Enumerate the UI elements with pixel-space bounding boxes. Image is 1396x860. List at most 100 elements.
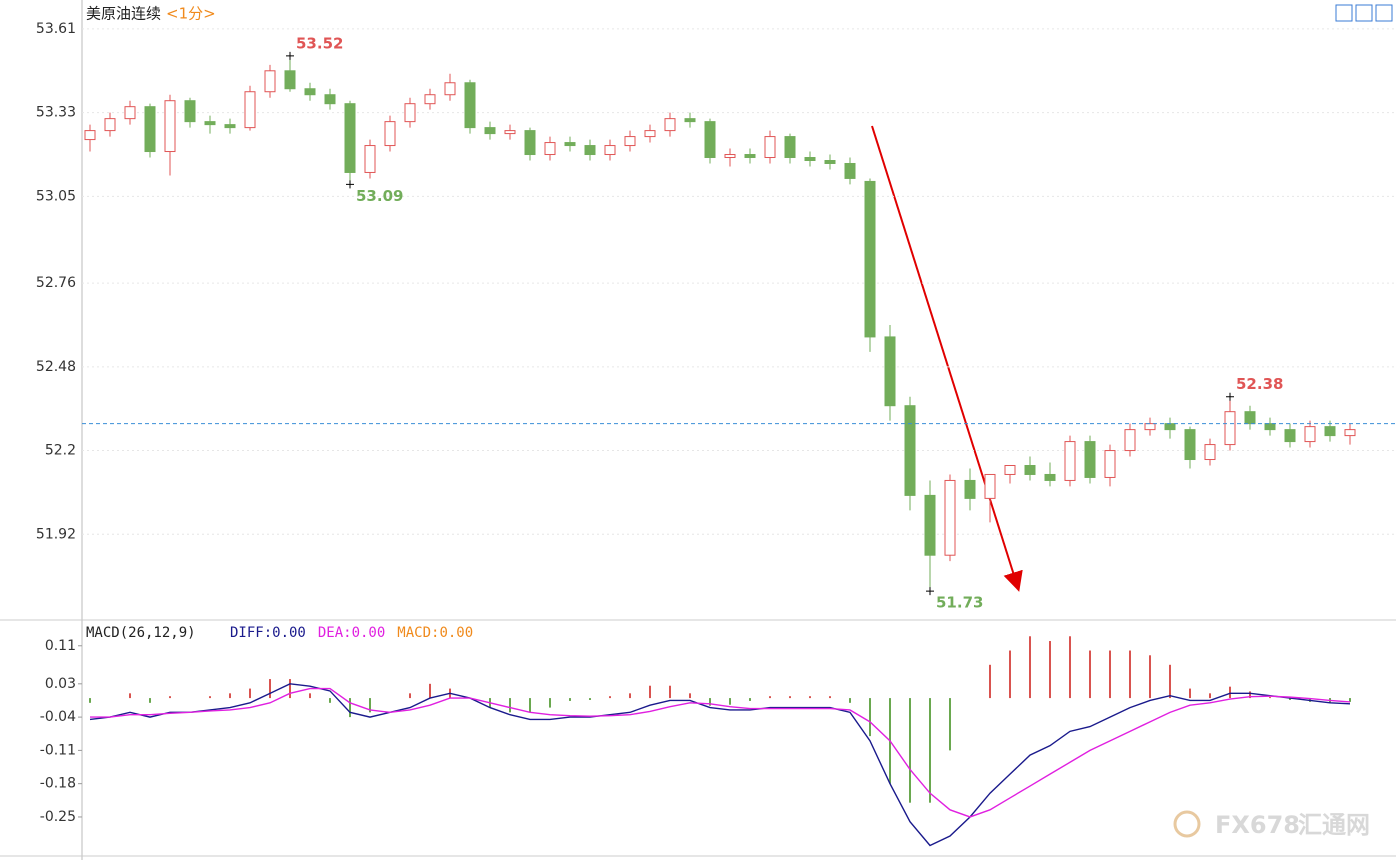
candle-body xyxy=(1144,423,1156,431)
candle-body xyxy=(1284,429,1296,443)
candle-body xyxy=(564,142,576,147)
y-tick-label: 0.03 xyxy=(45,676,76,692)
y-tick-label: -0.25 xyxy=(40,809,76,825)
extreme-label: 53.09 xyxy=(356,187,403,205)
candle-body xyxy=(904,405,916,496)
candle-body xyxy=(784,136,796,159)
y-tick-label: 51.92 xyxy=(36,526,76,542)
candle-body xyxy=(1204,444,1216,461)
candle-body xyxy=(624,136,636,147)
trend-arrow xyxy=(871,125,1023,592)
y-tick-label: 52.76 xyxy=(36,275,76,291)
macd-title: MACD(26,12,9) xyxy=(86,625,196,641)
candle-body xyxy=(324,94,336,105)
candle-body xyxy=(364,145,376,173)
extreme-label: 53.52 xyxy=(296,34,343,52)
toolbar[interactable] xyxy=(1335,4,1393,22)
candle-body xyxy=(864,180,876,338)
macd-line xyxy=(89,683,1351,847)
candle-body xyxy=(1104,450,1116,478)
y-tick-label: 53.61 xyxy=(36,21,76,37)
y-tick-label: -0.18 xyxy=(40,776,76,792)
candle-body xyxy=(964,479,976,499)
candle-body xyxy=(84,130,96,141)
candle-body xyxy=(544,142,556,156)
candle-body xyxy=(184,100,196,123)
legend-entry: MACD:0.00 xyxy=(397,625,473,641)
candle-body xyxy=(244,91,256,129)
candle-body xyxy=(484,127,496,135)
candle-body xyxy=(144,106,156,153)
watermark: FX678 xyxy=(1215,811,1300,839)
macd-line xyxy=(90,687,1351,818)
candle-body xyxy=(984,473,996,499)
candle-body xyxy=(704,121,716,159)
candle-body xyxy=(1304,426,1316,443)
candle-body xyxy=(604,145,616,156)
y-tick-label: 52.2 xyxy=(45,443,76,459)
candle-body xyxy=(264,70,276,93)
candle-body xyxy=(104,118,116,132)
extreme-marker xyxy=(286,51,294,60)
candle-body xyxy=(844,162,856,179)
legend-entry: DIFF:0.00 xyxy=(230,625,306,641)
candle-body xyxy=(644,130,656,138)
candle-body xyxy=(1024,465,1036,475)
extreme-marker xyxy=(1226,392,1234,401)
y-tick-label: -0.04 xyxy=(40,709,76,725)
candle-body xyxy=(204,121,216,126)
legend-entry: DEA:0.00 xyxy=(318,625,385,641)
candle-body xyxy=(1244,411,1256,425)
candle-body xyxy=(1044,473,1056,481)
candle-body xyxy=(344,103,356,173)
candle-body xyxy=(764,136,776,159)
candle-body xyxy=(504,130,516,135)
extreme-marker xyxy=(926,587,934,596)
candle-body xyxy=(304,88,316,96)
candle-body xyxy=(944,479,956,556)
candle-body xyxy=(1264,423,1276,431)
candle-body xyxy=(224,124,236,129)
extreme-marker xyxy=(346,180,354,189)
candle-body xyxy=(384,121,396,147)
candle-body xyxy=(284,70,296,90)
candle-body xyxy=(444,82,456,96)
candle-body xyxy=(404,103,416,123)
candle-body xyxy=(1084,441,1096,478)
extreme-label: 52.38 xyxy=(1236,375,1283,393)
candle-body xyxy=(1124,429,1136,452)
candle-body xyxy=(804,157,816,162)
extreme-label: 51.73 xyxy=(936,594,983,612)
candle-body xyxy=(664,118,676,132)
candle-body xyxy=(1344,429,1356,437)
y-tick-label: 53.05 xyxy=(36,188,76,204)
candle-body xyxy=(1164,423,1176,431)
tool-button[interactable] xyxy=(1375,4,1393,22)
watermark-cn: 汇通网 xyxy=(1298,811,1370,839)
candle-body xyxy=(884,336,896,407)
candle-body xyxy=(464,82,476,129)
candle-body xyxy=(1324,426,1336,437)
y-tick-label: -0.11 xyxy=(40,742,76,758)
chart-subtitle: <1分> xyxy=(166,5,216,23)
candle-body xyxy=(584,145,596,156)
candle-body xyxy=(1004,465,1016,475)
y-tick-label: 52.48 xyxy=(36,359,76,375)
chart-title: 美原油连续 xyxy=(86,5,161,23)
candle-body xyxy=(924,494,936,556)
candle-body xyxy=(1184,429,1196,461)
candle-body xyxy=(164,100,176,153)
candle-body xyxy=(524,130,536,156)
candle-body xyxy=(744,154,756,159)
candle-body xyxy=(824,160,836,164)
candle-body xyxy=(724,154,736,159)
y-tick-label: 0.11 xyxy=(45,638,76,654)
candle-body xyxy=(1064,441,1076,481)
candle-body xyxy=(424,94,436,105)
candle-body xyxy=(1224,411,1236,446)
tool-button[interactable] xyxy=(1335,4,1353,22)
y-tick-label: 53.33 xyxy=(36,105,76,121)
tool-button[interactable] xyxy=(1355,4,1373,22)
